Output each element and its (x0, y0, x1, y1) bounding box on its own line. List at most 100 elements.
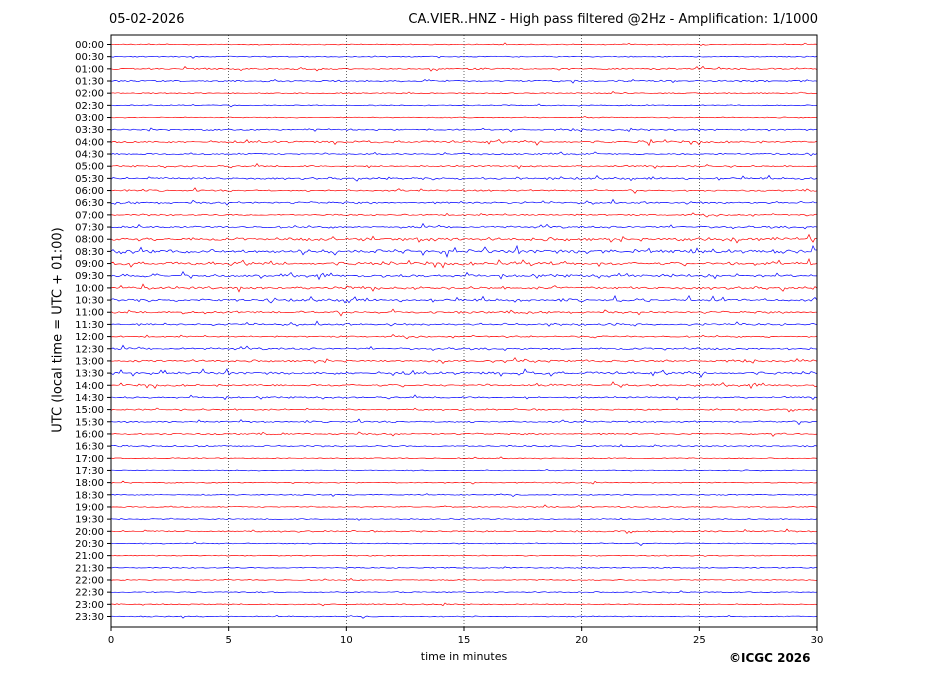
trace-0400 (110, 138, 818, 147)
x-tick-label: 30 (811, 635, 824, 646)
trace-0130 (110, 79, 818, 84)
y-tick-label: 21:00 (75, 551, 104, 562)
trace-2300 (110, 602, 818, 607)
y-tick-label: 14:30 (75, 393, 104, 404)
y-tick-label: 17:00 (75, 454, 104, 465)
x-tick-label: 5 (225, 635, 231, 646)
y-tick-label: 22:30 (75, 588, 104, 599)
copyright-label: ©ICGC 2026 (729, 651, 811, 665)
y-tick-label: 12:30 (75, 344, 104, 355)
trace-1400 (110, 381, 818, 390)
trace-0730 (110, 222, 818, 230)
y-tick-label: 06:30 (75, 198, 104, 209)
trace-0630 (110, 198, 818, 206)
y-tick-label: 21:30 (75, 563, 104, 574)
x-tick-label: 15 (458, 635, 471, 646)
y-tick-label: 08:30 (75, 247, 104, 258)
plot-frame (110, 34, 818, 628)
y-tick-label: 22:00 (75, 575, 104, 586)
y-tick-label: 23:30 (75, 612, 104, 623)
y-tick-label: 10:00 (75, 283, 104, 294)
trace-1430 (110, 394, 818, 401)
y-tick-label: 00:00 (75, 40, 104, 51)
y-tick-label: 09:00 (75, 259, 104, 270)
y-tick-label: 18:00 (75, 478, 104, 489)
y-tick-label: 15:30 (75, 417, 104, 428)
trace-1600 (110, 431, 818, 437)
y-tick-label: 12:00 (75, 332, 104, 343)
trace-1130 (110, 320, 818, 327)
trace-group (110, 42, 818, 619)
trace-2130 (110, 566, 818, 569)
trace-0300 (110, 116, 818, 119)
y-tick-label: 16:30 (75, 442, 104, 453)
trace-1630 (110, 444, 818, 448)
trace-1330 (110, 368, 818, 378)
trace-1800 (110, 480, 818, 485)
trace-1300 (110, 357, 818, 365)
x-tick-group: 0 5 10 15 20 25 30 (108, 627, 824, 646)
y-tick-label: 03:00 (75, 113, 104, 124)
x-tick-label: 0 (108, 635, 114, 646)
y-tick-label: 01:30 (75, 77, 104, 88)
trace-1500 (110, 407, 818, 413)
x-tick-label: 20 (575, 635, 588, 646)
trace-0230 (110, 103, 818, 108)
trace-0930 (110, 270, 817, 281)
y-tick-label: 05:00 (75, 162, 104, 173)
trace-2200 (110, 578, 818, 582)
y-tick-label: 23:00 (75, 600, 104, 611)
trace-1100 (110, 308, 817, 317)
date-label: 05-02-2026 (109, 12, 185, 27)
trace-2230 (110, 590, 818, 594)
trace-1700 (110, 456, 818, 460)
trace-2100 (110, 554, 818, 557)
y-tick-label: 00:30 (75, 52, 104, 63)
y-tick-label: 06:00 (75, 186, 104, 197)
trace-2030 (110, 541, 818, 546)
y-tick-label: 04:00 (75, 137, 104, 148)
trace-0800 (110, 233, 818, 244)
y-tick-label: 10:30 (75, 296, 104, 307)
y-tick-label: 11:00 (75, 308, 104, 319)
y-tick-label: 07:30 (75, 223, 104, 234)
trace-0430 (110, 151, 818, 157)
trace-1530 (110, 418, 818, 426)
y-tick-label: 04:30 (75, 150, 104, 161)
y-tick-label: 14:00 (75, 381, 104, 392)
trace-2330 (110, 615, 818, 619)
trace-1730 (110, 469, 818, 472)
y-tick-label: 13:30 (75, 369, 104, 380)
y-tick-label: 05:30 (75, 174, 104, 185)
x-axis-label: time in minutes (420, 650, 508, 663)
trace-1030 (110, 294, 818, 304)
y-tick-label: 08:00 (75, 235, 104, 246)
y-tick-label: 09:30 (75, 271, 104, 282)
y-tick-label: 16:00 (75, 429, 104, 440)
x-tick-label: 25 (693, 635, 706, 646)
y-tick-label: 01:00 (75, 64, 104, 75)
trace-1230 (110, 344, 818, 351)
trace-0000 (110, 42, 818, 46)
y-tick-label: 13:00 (75, 356, 104, 367)
y-tick-label: 18:30 (75, 490, 104, 501)
y-tick-label: 11:30 (75, 320, 104, 331)
chart-title: CA.VIER..HNZ - High pass filtered @2Hz -… (408, 12, 818, 27)
trace-0530 (110, 174, 818, 182)
trace-0830 (110, 244, 818, 258)
trace-0600 (110, 187, 818, 194)
trace-1200 (110, 334, 818, 340)
y-tick-label: 20:00 (75, 527, 104, 538)
trace-0330 (110, 127, 818, 133)
grid-group (228, 35, 700, 627)
y-tick-label: 02:30 (75, 101, 104, 112)
trace-1830 (110, 493, 818, 498)
trace-0700 (110, 212, 818, 218)
y-tick-label: 19:30 (75, 515, 104, 526)
trace-0500 (110, 163, 818, 170)
trace-0900 (110, 257, 818, 269)
y-tick-label: 20:30 (75, 539, 104, 550)
trace-1930 (110, 517, 818, 521)
